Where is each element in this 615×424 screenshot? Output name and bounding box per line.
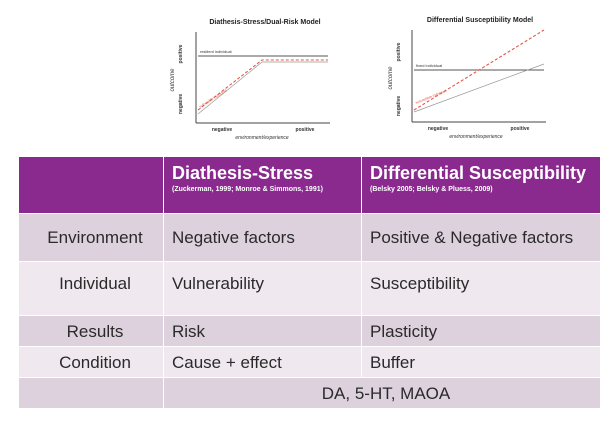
row-cell-diathesis: Cause + effect (163, 346, 362, 378)
vulnerable-label: vulnerable individual (198, 89, 227, 109)
model-title: Diathesis-Stress/Dual-Risk Model (209, 19, 320, 26)
row-cell-differential: Plasticity (361, 315, 601, 347)
table-header-row: Diathesis-Stress (Zuckerman, 1999; Monro… (18, 156, 601, 214)
y-bottom-label: negative (396, 96, 402, 117)
row-cell-differential: Buffer (361, 346, 601, 378)
susceptible-line (413, 29, 545, 111)
header-blank-cell (18, 156, 164, 214)
column-title: Differential Susceptibility (370, 163, 587, 183)
shared-neurotransmitters: DA, 5-HT, MAOA (163, 377, 601, 409)
row-cell-diathesis: Risk (163, 315, 362, 347)
row-cell-differential: Positive & Negative factors (361, 213, 601, 262)
table-row: Condition Cause + effect Buffer (18, 346, 601, 378)
fixed-label: fixed individual (416, 63, 442, 68)
row-cell-differential: Susceptibility (361, 261, 601, 316)
column-citation: (Zuckerman, 1999; Monroe & Simmons, 1991… (172, 186, 323, 193)
row-label: Individual (18, 261, 164, 316)
diathesis-stress-chart: Diathesis-Stress/Dual-Risk Model positiv… (170, 19, 330, 141)
y-top-label: positive (396, 42, 402, 61)
table-row: Results Risk Plasticity (18, 315, 601, 347)
y-top-label: positive (178, 44, 184, 63)
model-title: Differential Susceptibility Model (427, 17, 533, 24)
differential-susceptibility-model: Differential Susceptibility Model positi… (388, 8, 558, 143)
resilient-label: resilient individual (200, 49, 232, 54)
vulnerable-line-shadow (197, 61, 328, 115)
x-right-label: positive (511, 126, 530, 132)
y-bottom-label: negative (178, 94, 184, 115)
susceptible-line-shadow (413, 63, 545, 113)
row-cell-diathesis: Vulnerability (163, 261, 362, 316)
diathesis-stress-model: Diathesis-Stress/Dual-Risk Model positiv… (170, 8, 340, 143)
x-axis-label: environment/experience (449, 134, 503, 140)
header-diathesis-stress: Diathesis-Stress (Zuckerman, 1999; Monro… (163, 156, 362, 214)
x-left-label: negative (212, 127, 233, 133)
row-cell-diathesis: Negative factors (163, 213, 362, 262)
table-row: Individual Vulnerability Susceptibility (18, 261, 601, 316)
column-title: Diathesis-Stress (172, 163, 314, 183)
header-differential-susceptibility: Differential Susceptibility (Belsky 2005… (361, 156, 601, 214)
row-label: Condition (18, 346, 164, 378)
differential-susceptibility-chart: Differential Susceptibility Model positi… (388, 17, 546, 140)
x-axis-label: environment/experience (235, 135, 289, 141)
y-axis-label: outcome (170, 68, 176, 92)
footer-blank-cell (18, 377, 164, 409)
row-label: Results (18, 315, 164, 347)
x-right-label: positive (296, 127, 315, 133)
x-left-label: negative (428, 126, 449, 132)
vulnerable-line (197, 59, 328, 111)
table-row: Environment Negative factors Positive & … (18, 213, 601, 262)
table-footer-row: DA, 5-HT, MAOA (18, 377, 601, 409)
y-axis-label: outcome (388, 66, 394, 90)
column-citation: (Belsky 2005; Belsky & Pluess, 2009) (370, 186, 493, 193)
row-label: Environment (18, 213, 164, 262)
comparison-table: Diathesis-Stress (Zuckerman, 1999; Monro… (18, 156, 601, 409)
susceptible-label: susceptible individual (415, 89, 447, 105)
